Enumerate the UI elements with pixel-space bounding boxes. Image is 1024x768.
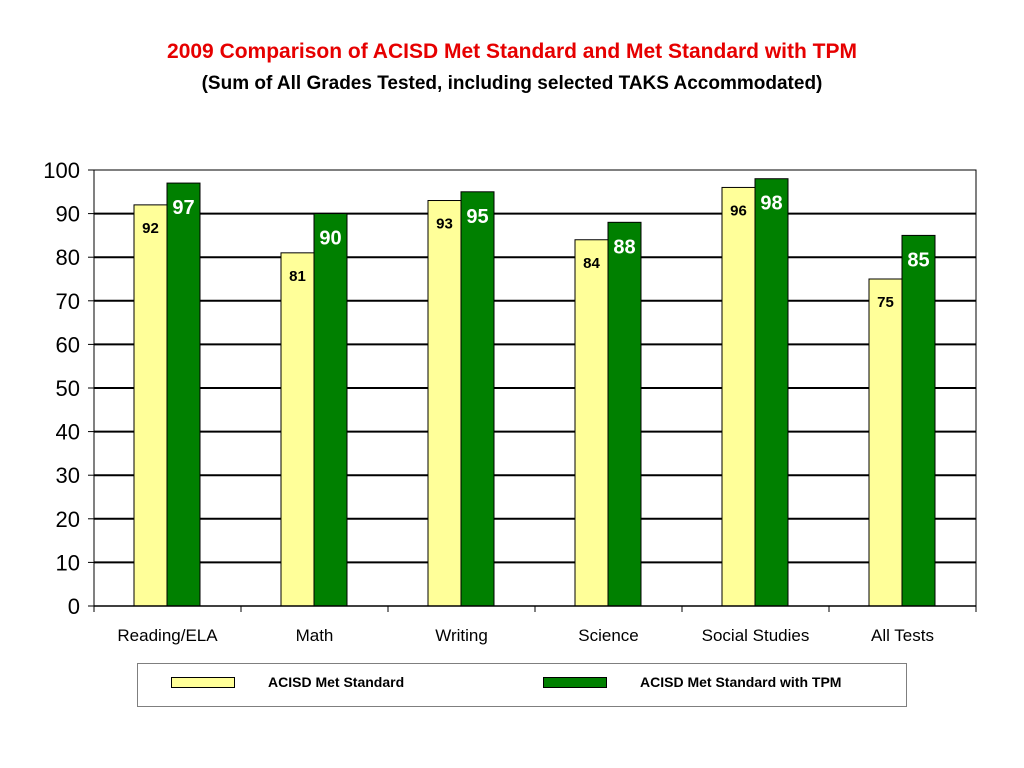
x-tick-label: Science — [578, 626, 638, 645]
data-label-met-standard-tpm: 90 — [319, 228, 341, 250]
bar-met-standard — [427, 200, 462, 607]
bar-met-standard-tpm — [754, 178, 789, 607]
x-tick-label: All Tests — [871, 626, 934, 645]
bar-met-standard — [574, 239, 609, 607]
legend-label-met-standard-tpm: ACISD Met Standard with TPM — [640, 674, 842, 690]
y-tick-label: 100 — [43, 158, 80, 183]
y-tick-label: 10 — [56, 550, 80, 575]
bars — [133, 178, 936, 607]
bar-met-standard — [868, 278, 903, 607]
y-tick-label: 50 — [56, 376, 80, 401]
x-tick-label: Reading/ELA — [117, 626, 218, 645]
bar-met-standard-tpm — [166, 182, 201, 607]
legend: ACISD Met Standard ACISD Met Standard wi… — [137, 663, 907, 707]
data-label-met-standard: 84 — [583, 255, 600, 272]
data-label-met-standard-tpm: 88 — [613, 236, 635, 258]
y-tick-label: 60 — [56, 332, 80, 357]
bar-met-standard-tpm — [607, 221, 642, 607]
bar-met-standard-tpm — [313, 213, 348, 607]
data-label-met-standard-tpm: 95 — [466, 206, 488, 228]
y-tick-label: 80 — [56, 245, 80, 270]
gridlines — [93, 169, 977, 607]
data-label-met-standard: 81 — [289, 268, 306, 285]
bar-met-standard-tpm — [901, 234, 936, 607]
data-label-met-standard: 75 — [877, 294, 894, 311]
chart-subtitle: (Sum of All Grades Tested, including sel… — [201, 73, 823, 94]
bar-chart: 0 10 20 30 40 50 60 70 80 90 100 Reading/ELA Math Wri… — [43, 158, 977, 645]
y-tick-label: 30 — [56, 463, 80, 488]
x-tick-label: Social Studies — [702, 626, 810, 645]
bar-met-standard-tpm — [460, 191, 495, 607]
legend-swatch-met-standard-tpm — [543, 677, 607, 688]
data-label-met-standard-tpm: 98 — [760, 193, 782, 215]
data-label-met-standard-tpm: 85 — [907, 249, 929, 271]
y-tick-label: 40 — [56, 420, 80, 445]
legend-label-met-standard: ACISD Met Standard — [268, 674, 405, 690]
data-label-met-standard: 93 — [436, 216, 453, 233]
labels: 92 97 81 90 93 95 84 88 96 98 75 85 — [142, 193, 929, 311]
data-label-met-standard: 92 — [142, 220, 159, 237]
legend-swatch-met-standard — [171, 677, 235, 688]
bar-met-standard — [721, 186, 756, 607]
bar-met-standard — [133, 204, 168, 607]
y-tick-label: 20 — [56, 507, 80, 532]
axes: 0 10 20 30 40 50 60 70 80 90 100 Reading/ELA Math Wri… — [43, 158, 977, 645]
data-label-met-standard-tpm: 97 — [172, 197, 194, 219]
y-tick-label: 70 — [56, 289, 80, 314]
chart-title: 2009 Comparison of ACISD Met Standard an… — [167, 40, 857, 63]
data-label-met-standard: 96 — [730, 202, 747, 219]
y-tick-label: 0 — [68, 594, 80, 619]
x-tick-label: Writing — [435, 626, 488, 645]
bar-met-standard — [280, 252, 315, 607]
x-tick-label: Math — [296, 626, 334, 645]
y-tick-label: 90 — [56, 202, 80, 227]
